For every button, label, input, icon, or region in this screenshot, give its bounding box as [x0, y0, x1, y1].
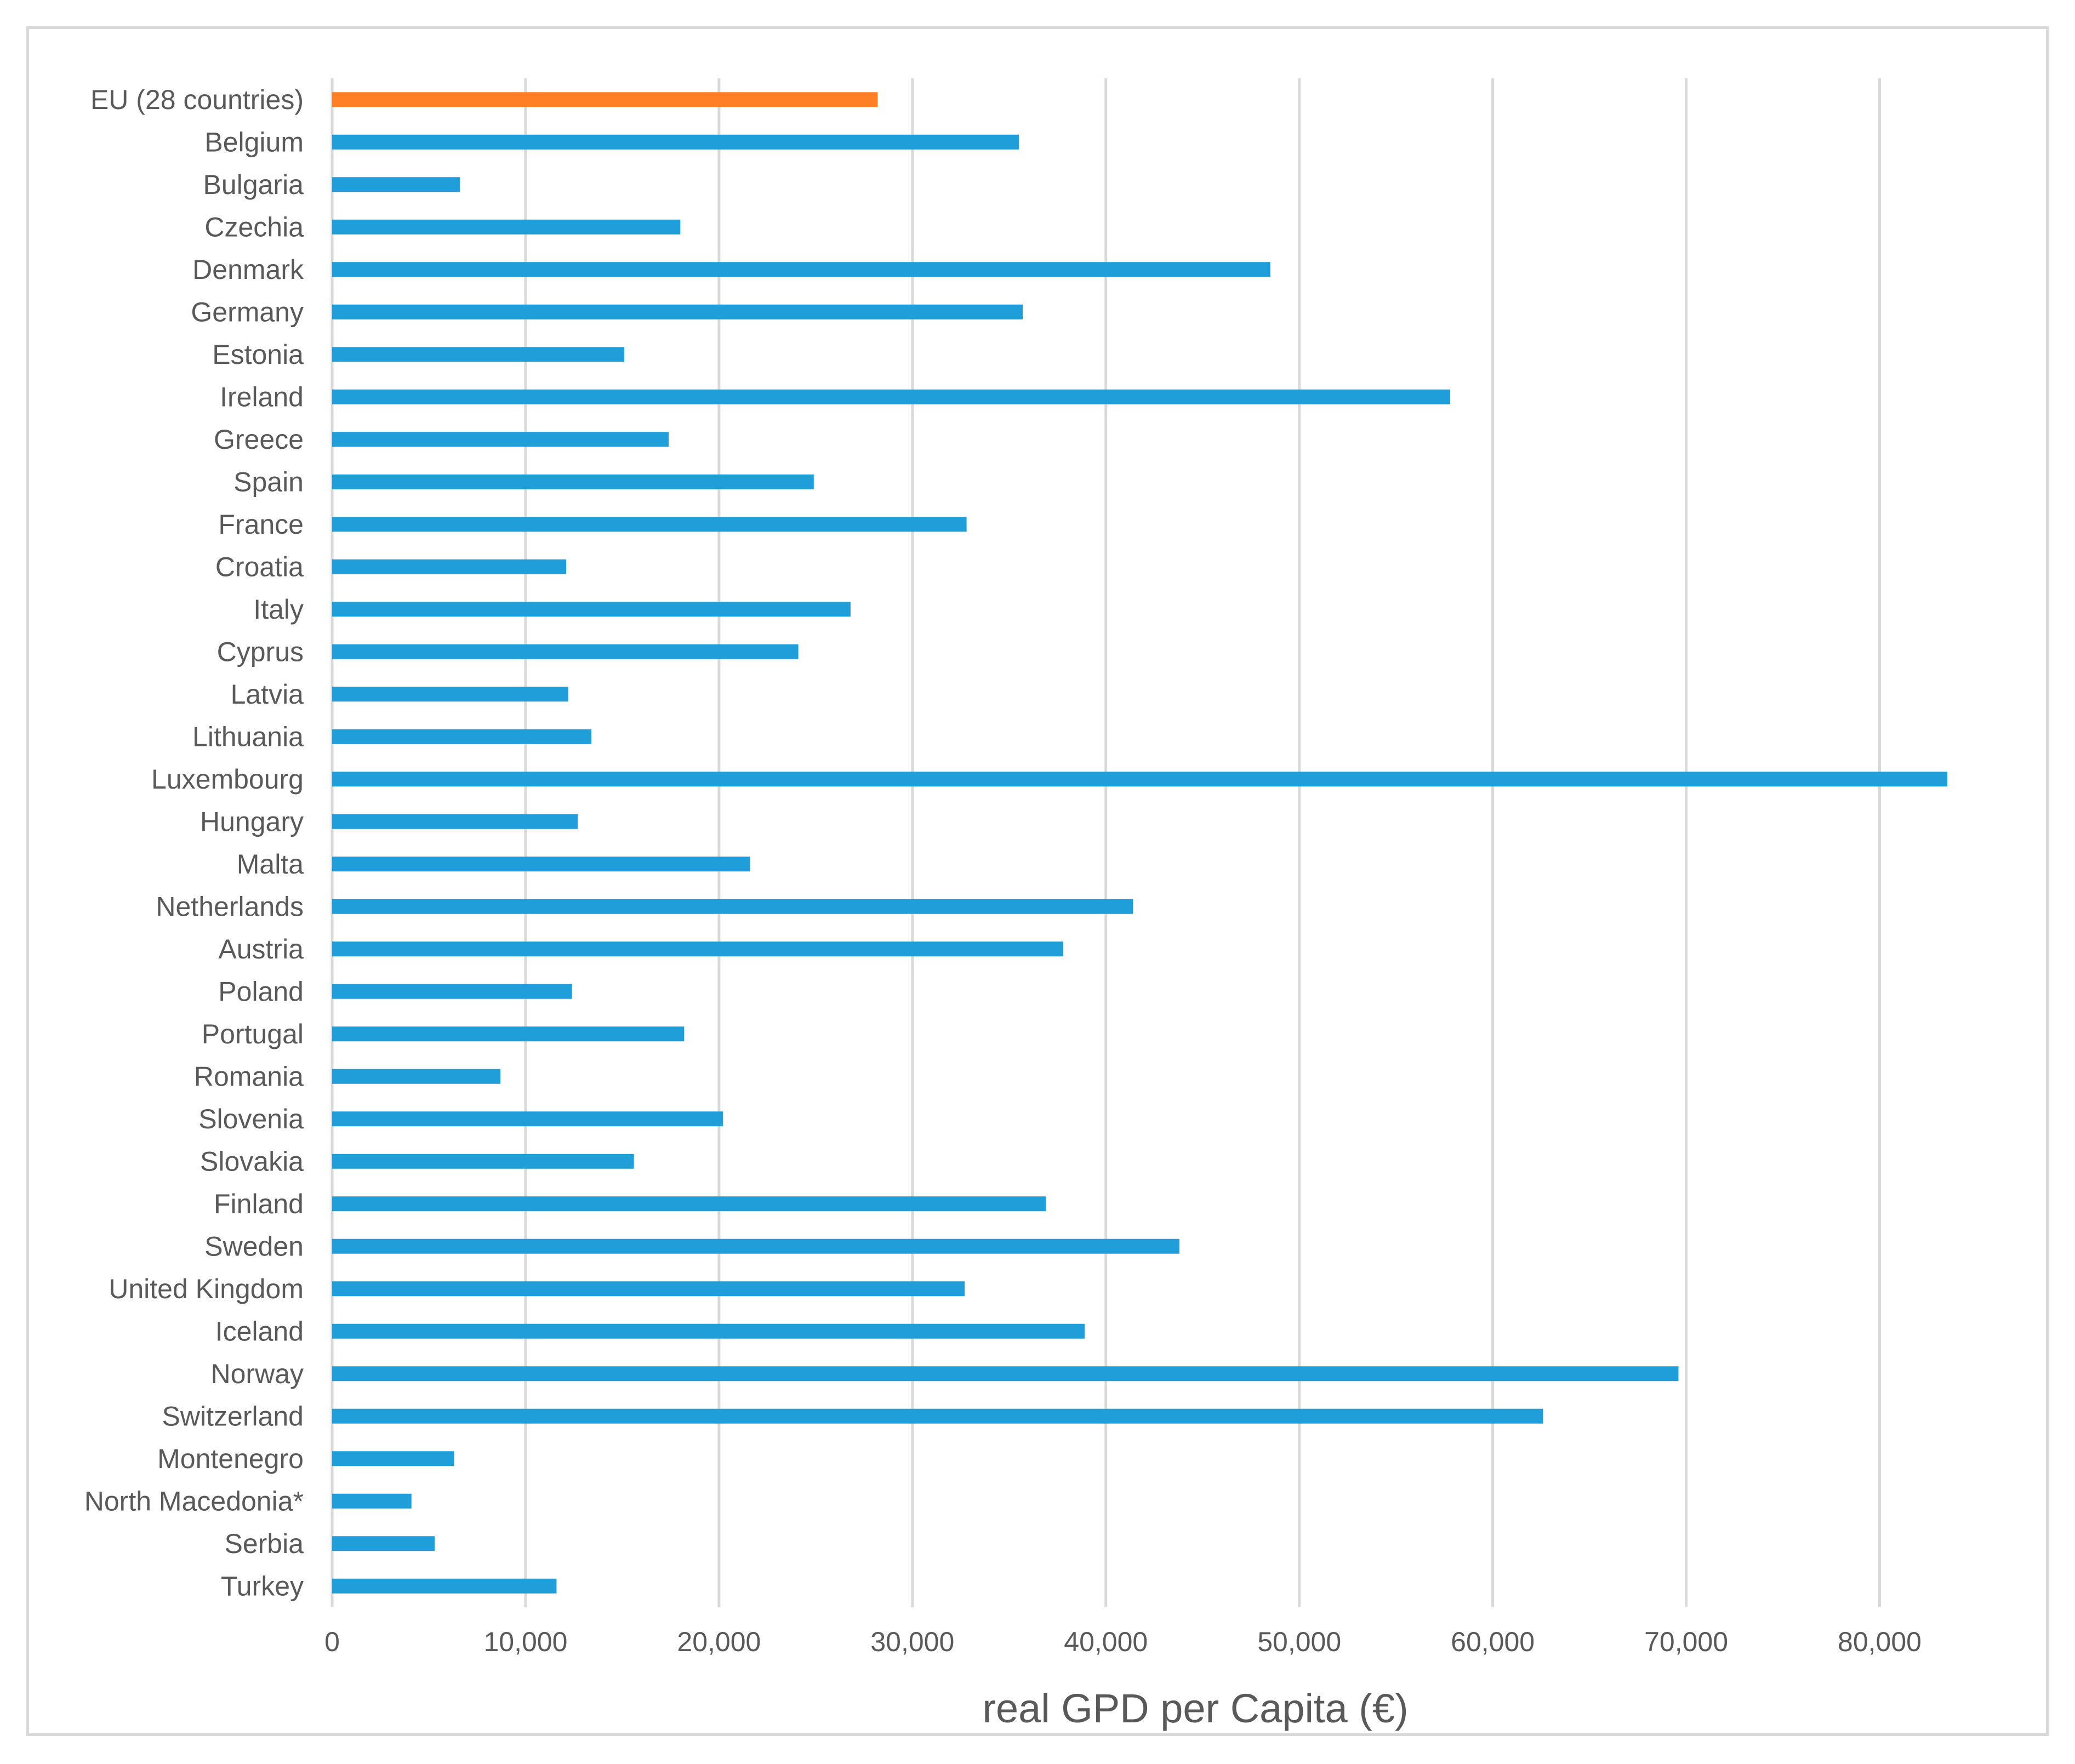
bar-spain [332, 474, 814, 489]
category-label: Germany [191, 296, 304, 327]
category-label: France [218, 509, 304, 540]
category-label: Netherlands [156, 891, 304, 922]
category-label: Slovenia [198, 1104, 304, 1134]
category-label: Denmark [192, 254, 304, 285]
bar-norway [332, 1366, 1679, 1381]
bar-denmark [332, 262, 1270, 277]
category-label: Luxembourg [151, 764, 304, 795]
category-label: Turkey [221, 1571, 304, 1601]
bar-austria [332, 941, 1064, 957]
category-label: North Macedonia* [84, 1486, 304, 1516]
bar-united-kingdom [332, 1281, 965, 1297]
category-label: Slovakia [200, 1146, 304, 1177]
category-label: Iceland [215, 1316, 304, 1346]
bar-greece [332, 432, 669, 447]
bar-italy [332, 602, 851, 617]
x-axis-title: real GPD per Capita (€) [982, 1686, 1408, 1731]
bar-bulgaria [332, 177, 460, 192]
bar-france [332, 517, 967, 532]
x-tick-label: 60,000 [1451, 1626, 1535, 1657]
category-label: Cyprus [217, 636, 304, 667]
x-tick-label: 10,000 [483, 1626, 567, 1657]
bar-serbia [332, 1536, 435, 1551]
category-label: Greece [214, 424, 304, 455]
category-label: Finland [214, 1189, 304, 1219]
category-label: Switzerland [162, 1401, 304, 1431]
bar-slovenia [332, 1111, 723, 1127]
category-label: Sweden [204, 1231, 304, 1261]
category-label: Spain [233, 466, 304, 497]
bar-montenegro [332, 1451, 454, 1466]
x-tick-label: 30,000 [870, 1626, 954, 1657]
x-tick-label: 70,000 [1644, 1626, 1728, 1657]
bar-eu-28-countries [332, 92, 878, 107]
category-label: Bulgaria [203, 169, 304, 200]
category-label: Montenegro [157, 1443, 304, 1474]
category-label: Norway [211, 1358, 304, 1389]
category-label: Estonia [212, 339, 304, 370]
bar-latvia [332, 687, 568, 702]
bar-iceland [332, 1323, 1085, 1339]
bar-portugal [332, 1026, 685, 1042]
category-label: Latvia [231, 679, 304, 710]
category-label: Hungary [200, 806, 304, 837]
category-label: United Kingdom [109, 1274, 304, 1304]
bar-germany [332, 304, 1023, 319]
x-tick-label: 50,000 [1257, 1626, 1341, 1657]
bar-ireland [332, 389, 1450, 404]
x-tick-label: 20,000 [677, 1626, 761, 1657]
bar-cyprus [332, 644, 799, 659]
bar-czechia [332, 219, 681, 235]
bar-netherlands [332, 899, 1133, 914]
category-label: Croatia [215, 551, 304, 582]
x-tick-labels: 0 10,000 20,000 30,000 40,000 50,000 60,000 70,… [324, 1626, 1922, 1657]
bar-malta [332, 857, 750, 872]
bar-switzerland [332, 1408, 1543, 1424]
bar-romania [332, 1069, 501, 1084]
category-label: Poland [218, 976, 304, 1007]
category-label: Czechia [204, 212, 304, 242]
bar-lithuania [332, 729, 591, 744]
x-tick-label: 40,000 [1064, 1626, 1148, 1657]
category-label: Serbia [224, 1528, 304, 1559]
gridlines [330, 78, 1882, 1607]
category-label: Italy [253, 594, 304, 625]
x-tick-label: 80,000 [1838, 1626, 1922, 1657]
category-label: Austria [218, 934, 304, 964]
bar-luxembourg [332, 772, 1948, 787]
category-label: Romania [194, 1061, 304, 1092]
bar-belgium [332, 134, 1019, 150]
category-label: Malta [237, 849, 304, 880]
category-label: Ireland [220, 381, 304, 412]
bar-estonia [332, 347, 624, 362]
bar-hungary [332, 814, 578, 829]
bar-poland [332, 984, 572, 999]
bar-turkey [332, 1578, 557, 1594]
bar-sweden [332, 1238, 1179, 1254]
category-label: Portugal [202, 1019, 304, 1049]
category-label: EU (28 countries) [90, 84, 304, 115]
chart-frame: EU (28 countries) Belgium Bulgaria Czechia D… [26, 26, 2049, 1736]
bar-slovakia [332, 1154, 634, 1169]
category-label: Belgium [204, 127, 304, 157]
bar-croatia [332, 559, 567, 574]
category-labels: EU (28 countries) Belgium Bulgaria Czechia D… [84, 84, 304, 1602]
bars [332, 92, 1948, 1594]
x-tick-label: 0 [324, 1626, 340, 1657]
bar-finland [332, 1196, 1046, 1212]
category-label: Lithuania [192, 721, 304, 752]
bar-north-macedonia [332, 1493, 412, 1509]
bar-chart: EU (28 countries) Belgium Bulgaria Czechia D… [84, 78, 1948, 1731]
